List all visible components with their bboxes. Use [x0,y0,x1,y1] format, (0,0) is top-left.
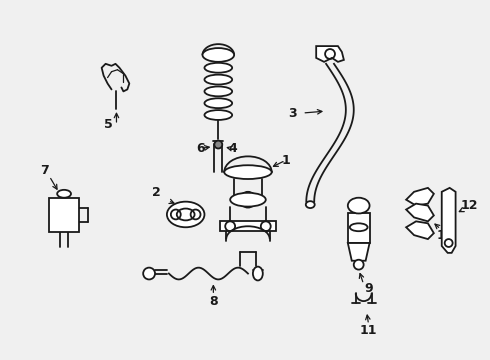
Ellipse shape [204,98,232,108]
Text: 8: 8 [209,294,218,307]
Polygon shape [406,221,434,239]
Text: 11: 11 [360,324,377,337]
Polygon shape [442,188,456,253]
Circle shape [191,210,200,219]
Ellipse shape [167,202,204,227]
Text: 7: 7 [40,164,49,177]
Ellipse shape [204,110,232,120]
Ellipse shape [204,75,232,85]
Text: 6: 6 [196,142,205,155]
Polygon shape [406,204,434,221]
Circle shape [359,202,367,210]
Circle shape [214,141,222,148]
Text: 12: 12 [461,199,478,212]
Bar [220,221,276,231]
Ellipse shape [253,267,263,280]
Circle shape [240,192,256,208]
Ellipse shape [202,48,234,62]
Text: 5: 5 [104,118,113,131]
Text: 9: 9 [364,282,373,295]
Ellipse shape [348,198,369,213]
Circle shape [171,210,181,219]
Text: 4: 4 [229,142,238,155]
Polygon shape [348,243,369,261]
Bar [348,213,369,243]
Circle shape [351,202,359,210]
Text: 3: 3 [288,107,297,120]
Ellipse shape [204,63,232,73]
Ellipse shape [306,201,315,208]
Text: 10: 10 [437,229,454,242]
Polygon shape [406,188,434,206]
Circle shape [143,267,155,279]
Ellipse shape [224,165,271,179]
Text: 2: 2 [151,186,160,199]
Ellipse shape [57,190,71,198]
Text: 1: 1 [281,154,290,167]
Circle shape [354,260,364,270]
Polygon shape [316,46,344,62]
Bar [49,198,79,232]
Ellipse shape [204,86,232,96]
Ellipse shape [230,193,266,207]
